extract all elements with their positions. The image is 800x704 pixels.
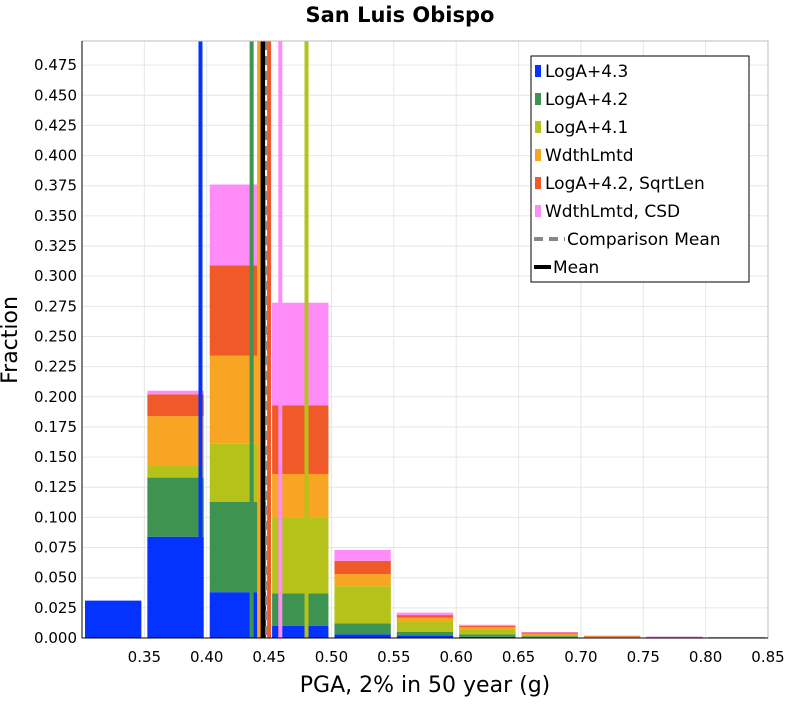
bar-segment [147, 477, 204, 537]
bar-segment [147, 390, 204, 395]
bar-segment [396, 635, 454, 638]
bar-segment [334, 586, 391, 624]
x-tick-label: 0.65 [502, 648, 535, 666]
y-tick-label: 0.450 [34, 86, 77, 104]
x-tick-label: 0.85 [751, 648, 784, 666]
bar-segment [459, 634, 516, 637]
bar-segment [209, 355, 267, 444]
y-tick-label: 0.300 [34, 267, 77, 285]
bar-segment [521, 634, 578, 637]
y-tick-label: 0.425 [34, 116, 77, 134]
x-tick-label: 0.70 [564, 648, 597, 666]
y-tick-label: 0.275 [34, 297, 77, 315]
y-tick-label: 0.075 [34, 539, 77, 557]
bar-segment [147, 416, 204, 466]
x-tick-label: 0.50 [315, 648, 348, 666]
y-tick-label: 0.000 [34, 629, 77, 647]
bar-segment [147, 536, 204, 638]
bar-segment [209, 265, 267, 356]
bar-segment [521, 633, 578, 635]
legend-swatch [535, 149, 541, 161]
bar-segment [334, 560, 391, 575]
bar-segment [147, 394, 204, 417]
bar-segment [209, 501, 267, 593]
y-axis-label: Fraction [0, 296, 23, 384]
legend-label: WdthLmtd, CSD [545, 202, 680, 222]
bar-segment [459, 627, 516, 630]
y-tick-label: 0.225 [34, 358, 77, 376]
bar-segment [334, 634, 391, 638]
bar-segment [396, 612, 454, 616]
bar-segment [459, 625, 516, 628]
chart-title: San Luis Obispo [306, 3, 495, 27]
y-tick-label: 0.100 [34, 508, 77, 526]
bar-segment [209, 184, 267, 266]
bar-segment [334, 574, 391, 587]
y-tick-label: 0.175 [34, 418, 77, 436]
bar-segment [646, 636, 703, 638]
x-tick-label: 0.40 [190, 648, 223, 666]
y-tick-label: 0.350 [34, 207, 77, 225]
x-tick-label: 0.55 [377, 648, 410, 666]
legend-swatch [535, 177, 541, 189]
y-tick-label: 0.250 [34, 327, 77, 345]
bar-segment [583, 636, 641, 638]
bar-segment [459, 629, 516, 635]
bar-segment [521, 631, 578, 633]
x-axis-label: PGA, 2% in 50 year (g) [300, 673, 551, 698]
bar-segment [459, 624, 516, 626]
y-tick-label: 0.025 [34, 599, 77, 617]
axes [81, 40, 769, 639]
bar-segment [334, 549, 391, 561]
mean-lines [198, 41, 309, 638]
legend-swatch [535, 93, 541, 105]
y-tick-label: 0.475 [34, 56, 77, 74]
y-tick-label: 0.325 [34, 237, 77, 255]
bar-segment [396, 631, 454, 636]
legend-label: Mean [553, 258, 599, 278]
legend-label: LogA+4.1 [545, 118, 628, 138]
bar-segment [209, 592, 267, 638]
y-tick-label: 0.125 [34, 478, 77, 496]
bar-segment [459, 636, 516, 638]
bar-segment [147, 465, 204, 478]
x-tick-label: 0.45 [252, 648, 285, 666]
y-tick-label: 0.150 [34, 448, 77, 466]
x-tick-label: 0.75 [627, 648, 660, 666]
y-tick-label: 0.400 [34, 147, 77, 165]
legend-swatch [535, 205, 541, 217]
tick-labels: 0.000 0.025 0.050 0.075 0.100 0.125 0.150 0.175… [34, 56, 785, 666]
bar-segment [396, 621, 454, 632]
bar-segment [708, 636, 765, 638]
legend-label: WdthLmtd [545, 146, 634, 166]
bar-segment [583, 635, 641, 637]
legend-box [530, 55, 750, 283]
bar-segment [521, 632, 578, 634]
bar-segment [396, 617, 454, 622]
bar-segment [209, 443, 267, 502]
x-tick-label: 0.60 [439, 648, 472, 666]
y-tick-label: 0.050 [34, 569, 77, 587]
legend: LogA+4.3 LogA+4.2 LogA+4.1 WdthLmtd LogA+4.2… [530, 55, 750, 283]
legend-label: LogA+4.2, SqrtLen [545, 174, 705, 194]
bar-segment [583, 635, 641, 637]
legend-label: Comparison Mean [567, 230, 721, 250]
legend-label: LogA+4.3 [545, 62, 628, 82]
x-tick-label: 0.80 [689, 648, 722, 666]
y-tick-label: 0.200 [34, 388, 77, 406]
x-tick-label: 0.35 [128, 648, 161, 666]
legend-label: LogA+4.2 [545, 90, 628, 110]
bar-segment [334, 623, 391, 635]
bar-segment [521, 636, 578, 638]
legend-swatch [535, 65, 541, 77]
legend-swatch [535, 121, 541, 133]
bar-segment [85, 600, 142, 638]
y-tick-label: 0.375 [34, 177, 77, 195]
bar-segment [396, 615, 454, 618]
bar-segment [272, 625, 329, 638]
